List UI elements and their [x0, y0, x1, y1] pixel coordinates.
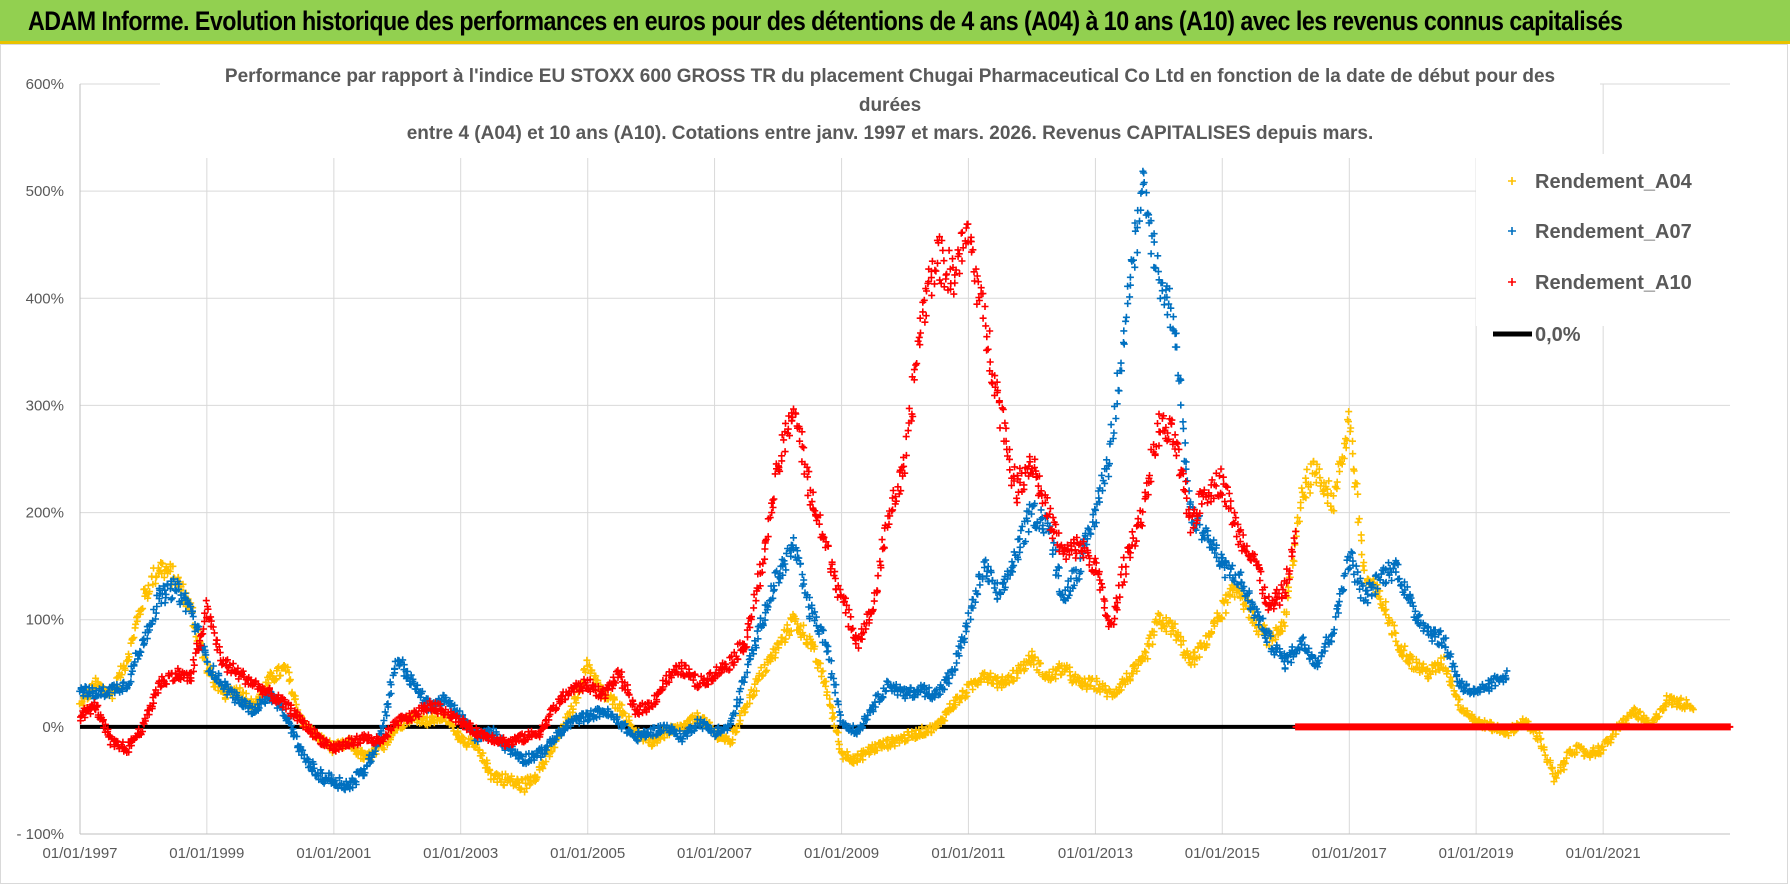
legend-label-A04: Rendement_A04: [1535, 171, 1693, 193]
series-A07-points: [76, 167, 1511, 794]
legend: Rendement_A04 Rendement_A07 Rendement_A10 0…: [1476, 154, 1738, 346]
series-A10-points: [77, 220, 1300, 756]
x-tick-label: 01/01/2021: [1566, 845, 1641, 862]
legend-marker-A10: [1508, 278, 1516, 286]
x-tick-label: 01/01/2015: [1185, 845, 1260, 862]
y-tick-label: 500%: [26, 183, 64, 200]
x-tick-label: 01/01/2011: [931, 845, 1005, 862]
performance-scatter-chart: 600% 500% 400% 300% 200% 100% 0% - 100% 01/01/19…: [16, 58, 1738, 862]
legend-marker-A04: [1508, 177, 1516, 185]
y-tick-label: 600%: [26, 76, 64, 93]
x-tick-label: 01/01/2001: [296, 845, 371, 862]
report-banner: ADAM Informe. Evolution historique des p…: [0, 0, 1790, 44]
chart-title-background: [160, 58, 1600, 158]
y-tick-label: 400%: [26, 290, 64, 307]
chart-frame: [0, 44, 1788, 884]
series-A10-markers: [77, 220, 1734, 756]
chart-title-line: durées: [859, 95, 921, 116]
report-banner-title: ADAM Informe. Evolution historique des p…: [28, 6, 1623, 36]
legend-marker-A07: [1508, 227, 1516, 235]
y-tick-label: 300%: [26, 397, 64, 414]
chart-title-line: Performance par rapport à l'indice EU ST…: [225, 66, 1555, 87]
chart-title-line: entre 4 (A04) et 10 ans (A10). Cotations…: [407, 123, 1374, 144]
series-A07-markers: [76, 167, 1511, 794]
x-tick-label: 01/01/2017: [1312, 845, 1387, 862]
x-tick-label: 01/01/2009: [804, 845, 879, 862]
x-tick-label: 01/01/2013: [1058, 845, 1133, 862]
legend-label-A10: Rendement_A10: [1535, 272, 1692, 294]
y-tick-label: 200%: [26, 505, 64, 522]
y-tick-label: - 100%: [16, 826, 64, 843]
x-tick-label: 01/01/2005: [550, 845, 625, 862]
y-tick-label: 100%: [26, 612, 64, 629]
legend-label-zero: 0,0%: [1535, 324, 1581, 346]
x-tick-label: 01/01/2019: [1439, 845, 1514, 862]
legend-background: [1476, 154, 1738, 326]
x-tick-label: 01/01/2003: [423, 845, 498, 862]
x-tick-label: 01/01/1999: [169, 845, 244, 862]
x-tick-label: 01/01/2007: [677, 845, 752, 862]
y-tick-label: 0%: [42, 719, 64, 736]
series-A10-zero-points: [1292, 723, 1734, 731]
legend-label-A07: Rendement_A07: [1535, 221, 1692, 243]
x-tick-label: 01/01/1997: [42, 845, 117, 862]
